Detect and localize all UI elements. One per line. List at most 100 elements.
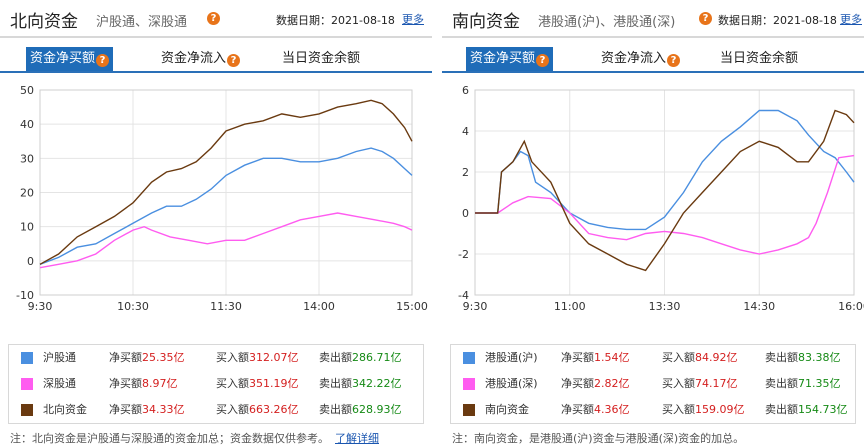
help-icon[interactable]: ? — [207, 12, 220, 25]
legend-row[interactable]: 沪股通 净买额25.35亿 买入额312.07亿 卖出额286.71亿 — [9, 345, 423, 371]
series-line — [475, 109, 855, 231]
legend-table: 港股通(沪) 净买额1.54亿 买入额84.92亿 卖出额83.38亿港股通(深) 净买… — [450, 344, 856, 424]
buy-cell: 买入额312.07亿 — [216, 351, 299, 364]
sell-cell: 卖出额342.22亿 — [319, 377, 402, 390]
panel-header: 北向资金 沪股通、深股通 ? 数据日期：2021-08-18 更多 — [0, 0, 432, 38]
y-tick-label: 40 — [20, 118, 34, 131]
net-buy-cell: 净买额8.97亿 — [109, 377, 178, 390]
series-line — [39, 147, 413, 265]
x-tick-label: 13:30 — [649, 300, 681, 313]
buy-cell: 买入额159.09亿 — [662, 403, 745, 416]
legend-row[interactable]: 深股通 净买额8.97亿 买入额351.19亿 卖出额342.22亿 — [9, 371, 423, 397]
help-icon[interactable]: ? — [536, 54, 550, 67]
net-buy-cell: 净买额1.54亿 — [561, 351, 630, 364]
sell-cell: 卖出额286.71亿 — [319, 351, 402, 364]
tab-bar: 资金净买额? 资金净流入? 当日资金余额 — [442, 47, 864, 73]
more-link[interactable]: 更多 — [402, 13, 424, 26]
tab-net-buy[interactable]: 资金净买额? — [26, 47, 114, 71]
legend-table: 沪股通 净买额25.35亿 买入额312.07亿 卖出额286.71亿深股通 净买额8.… — [8, 344, 424, 424]
y-tick-label: 30 — [20, 152, 34, 165]
legend-series-name: 北向资金 — [43, 403, 87, 416]
y-tick-label: 10 — [20, 221, 34, 234]
panel-subtitle: 港股通(沪)、港股通(深) — [538, 15, 676, 30]
southbound-chart: -4 -2 0 2 4 6 9:30 11:00 13:30 14:30 16:00 — [458, 84, 864, 313]
y-tick-label: 0 — [27, 255, 34, 268]
buy-cell: 买入额84.92亿 — [662, 351, 738, 364]
buy-cell: 买入额663.26亿 — [216, 403, 299, 416]
x-tick-label: 11:00 — [554, 300, 586, 313]
panel-header: 南向资金 港股通(沪)、港股通(深) ? 数据日期：2021-08-18 更多 — [442, 0, 864, 38]
southbound-panel: 南向资金 港股通(沪)、港股通(深) ? 数据日期：2021-08-18 更多 … — [442, 0, 864, 447]
plot-border — [39, 89, 413, 296]
details-link[interactable]: 了解详细 — [335, 432, 379, 445]
net-buy-cell: 净买额25.35亿 — [109, 351, 185, 364]
legend-row[interactable]: 港股通(沪) 净买额1.54亿 买入额84.92亿 卖出额83.38亿 — [451, 345, 855, 371]
x-tick-label: 16:00 — [838, 300, 864, 313]
net-buy-cell: 净买额2.82亿 — [561, 377, 630, 390]
y-tick-label: 50 — [20, 84, 34, 97]
legend-series-name: 沪股通 — [43, 351, 76, 364]
y-tick-label: 20 — [20, 187, 34, 200]
panel-title: 南向资金 — [452, 12, 520, 32]
x-tick-label: 11:30 — [210, 300, 242, 313]
footnote: 注：北向资金是沪股通与深股通的资金加总；资金数据仅供参考。 了解详细 — [10, 432, 379, 445]
legend-row[interactable]: 北向资金 净买额34.33亿 买入额663.26亿 卖出额628.93亿 — [9, 397, 423, 423]
legend-row[interactable]: 南向资金 净买额4.36亿 买入额159.09亿 卖出额154.73亿 — [451, 397, 855, 423]
y-tick-label: 0 — [462, 207, 469, 220]
y-tick-label: -2 — [458, 248, 469, 261]
data-date: 数据日期：2021-08-18 — [276, 14, 395, 27]
northbound-chart: -10 0 10 20 30 40 50 9:30 10:30 11:30 14:00 15:00 — [16, 84, 428, 313]
x-tick-label: 10:30 — [117, 300, 149, 313]
x-tick-label: 9:30 — [463, 300, 488, 313]
tab-daily-balance[interactable]: 当日资金余额 — [282, 51, 361, 66]
help-icon[interactable]: ? — [699, 12, 712, 25]
x-tick-label: 15:00 — [396, 300, 428, 313]
help-icon[interactable]: ? — [96, 54, 110, 67]
legend-series-name: 港股通(深) — [485, 377, 538, 390]
legend-swatch — [21, 352, 33, 364]
y-tick-label: 2 — [462, 166, 469, 179]
series-line — [39, 212, 413, 269]
legend-swatch — [463, 404, 475, 416]
legend-series-name: 港股通(沪) — [485, 351, 538, 364]
more-link[interactable]: 更多 — [840, 13, 862, 26]
legend-swatch — [21, 404, 33, 416]
net-buy-cell: 净买额4.36亿 — [561, 403, 630, 416]
northbound-panel: 北向资金 沪股通、深股通 ? 数据日期：2021-08-18 更多 资金净买额?… — [0, 0, 432, 445]
legend-swatch — [463, 378, 475, 390]
help-icon[interactable]: ? — [227, 54, 241, 67]
buy-cell: 买入额74.17亿 — [662, 377, 738, 390]
legend-swatch — [463, 352, 475, 364]
tab-net-inflow[interactable]: 资金净流入? — [597, 47, 684, 71]
y-tick-label: 6 — [462, 84, 469, 97]
sell-cell: 卖出额154.73亿 — [765, 403, 848, 416]
footnote: 注：南向资金，是港股通(沪)资金与港股通(深)资金的加总。 — [452, 432, 745, 445]
legend-row[interactable]: 港股通(深) 净买额2.82亿 买入额74.17亿 卖出额71.35亿 — [451, 371, 855, 397]
legend-series-name: 南向资金 — [485, 403, 529, 416]
help-icon[interactable]: ? — [667, 54, 681, 67]
tab-net-inflow[interactable]: 资金净流入? — [157, 47, 244, 71]
x-tick-label: 14:30 — [743, 300, 775, 313]
legend-series-name: 深股通 — [43, 377, 76, 390]
sell-cell: 卖出额628.93亿 — [319, 403, 402, 416]
series-line — [39, 99, 413, 265]
panel-title: 北向资金 — [10, 12, 78, 32]
net-buy-cell: 净买额34.33亿 — [109, 403, 185, 416]
y-tick-label: 4 — [462, 125, 469, 138]
panel-subtitle: 沪股通、深股通 — [96, 15, 188, 30]
sell-cell: 卖出额83.38亿 — [765, 351, 841, 364]
tab-bar: 资金净买额? 资金净流入? 当日资金余额 — [0, 47, 432, 73]
series-line — [475, 154, 855, 255]
y-tick-label: -10 — [16, 289, 34, 302]
series-line — [475, 109, 855, 272]
buy-cell: 买入额351.19亿 — [216, 377, 299, 390]
tab-net-buy[interactable]: 资金净买额? — [466, 47, 554, 71]
sell-cell: 卖出额71.35亿 — [765, 377, 841, 390]
tab-daily-balance[interactable]: 当日资金余额 — [720, 51, 799, 66]
data-date: 数据日期：2021-08-18 — [718, 14, 837, 27]
legend-swatch — [21, 378, 33, 390]
plot-border — [474, 89, 855, 296]
x-tick-label: 9:30 — [28, 300, 53, 313]
y-tick-label: -4 — [458, 289, 469, 302]
x-tick-label: 14:00 — [303, 300, 335, 313]
